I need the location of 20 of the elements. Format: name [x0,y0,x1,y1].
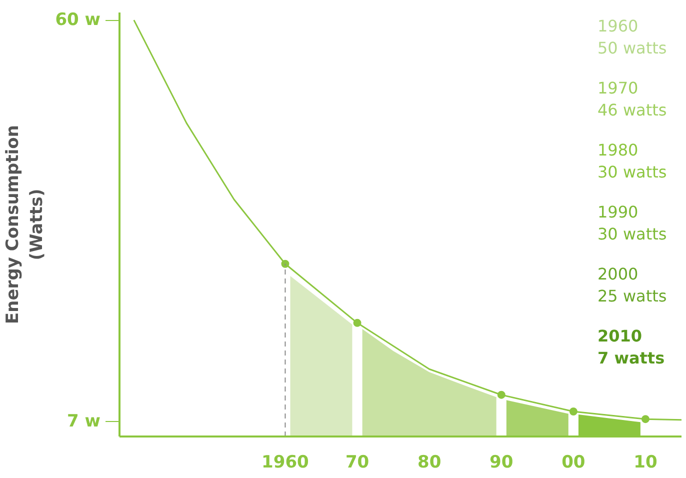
annotation: 1980 30 watts [598,140,667,182]
annotation: 2010 7 watts [598,326,665,368]
x-tick-label: 00 [562,452,586,472]
y-tick-label: 7 w [67,411,101,432]
x-tick-label: 10 [634,452,658,472]
point [497,390,506,399]
x-tick-label: 90 [490,452,514,472]
annotation: 1990 30 watts [598,202,667,244]
x-tick-label: 80 [417,452,442,472]
point [281,260,290,268]
y-axis-title: Energy Consumption (Watts) [3,125,48,324]
annotation: 1970 46 watts [598,78,667,120]
x-tick-label: 1960 [262,452,310,472]
point [353,318,362,327]
annotation: 1960 50 watts [598,16,667,58]
y-tick-label: 60 w [55,10,101,30]
point [569,408,578,416]
annotation: 2000 25 watts [598,264,667,306]
x-tick-label: 70 [345,452,370,472]
point [641,415,650,424]
